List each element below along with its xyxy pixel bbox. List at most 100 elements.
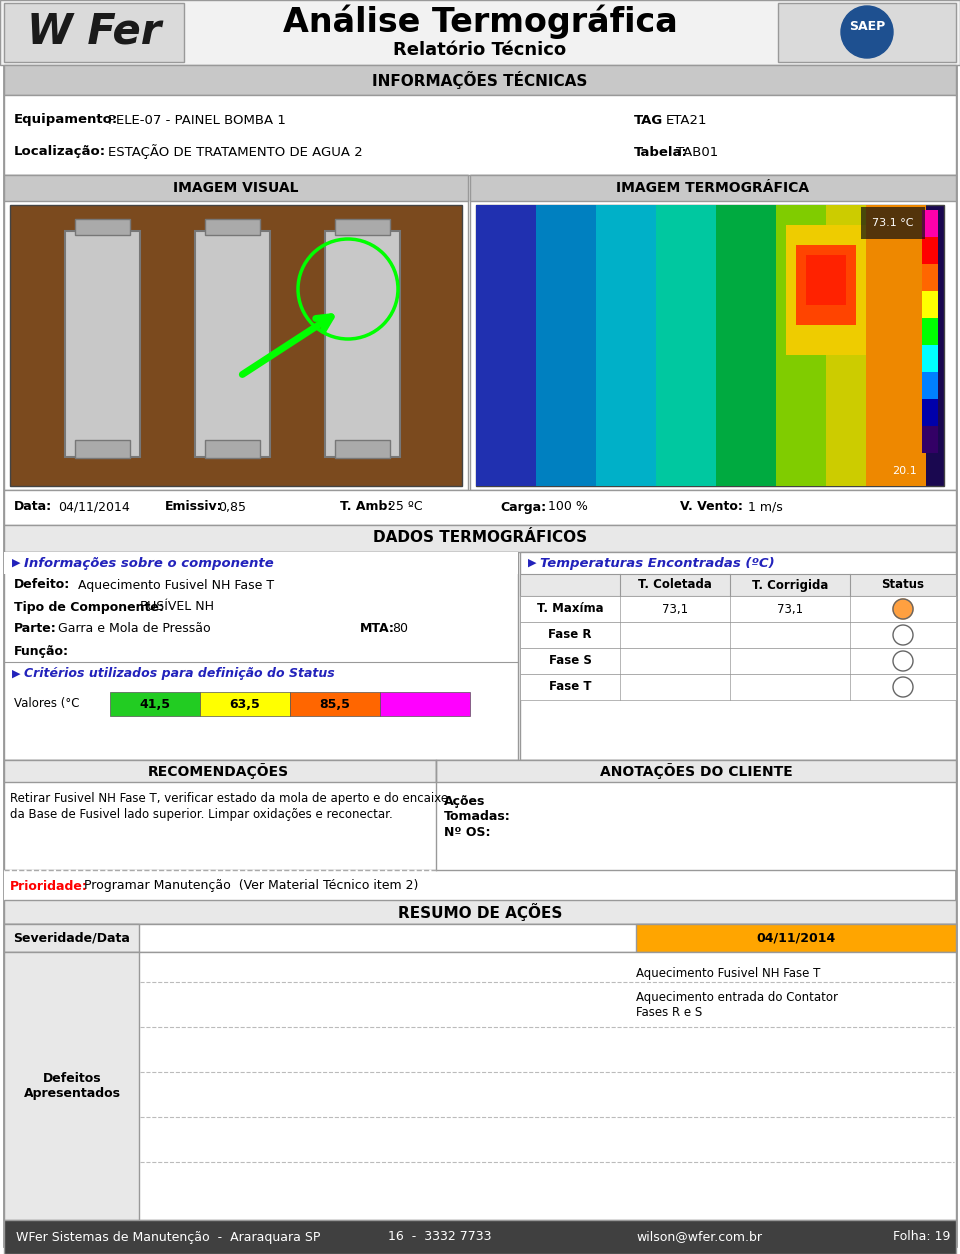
Bar	[520, 596, 956, 622]
Bar	[290, 692, 380, 716]
Text: Equipamento:: Equipamento:	[14, 114, 118, 127]
Bar	[796, 245, 856, 325]
Text: Aquecimento Fusivel NH Fase T: Aquecimento Fusivel NH Fase T	[78, 578, 275, 592]
Bar	[656, 204, 716, 487]
Text: Data:: Data:	[14, 500, 52, 513]
Bar	[65, 231, 140, 456]
Text: TAG: TAG	[634, 114, 663, 127]
Text: 63,5: 63,5	[229, 697, 260, 711]
Text: INFORMAÇÕES TÉCNICAS: INFORMAÇÕES TÉCNICAS	[372, 71, 588, 89]
Text: TAB01: TAB01	[676, 145, 718, 158]
Text: Garra e Mola de Pressão: Garra e Mola de Pressão	[58, 622, 210, 636]
Text: IMAGEM VISUAL: IMAGEM VISUAL	[173, 181, 299, 196]
Bar	[922, 265, 938, 291]
Text: Temperaturas Encontradas (ºC): Temperaturas Encontradas (ºC)	[540, 557, 775, 569]
Text: ▶: ▶	[12, 558, 20, 568]
Bar	[922, 399, 938, 426]
Text: Fase S: Fase S	[548, 655, 591, 667]
Bar	[716, 204, 776, 487]
Bar	[922, 345, 938, 372]
Bar	[75, 440, 130, 458]
Bar	[520, 673, 956, 700]
Bar	[436, 760, 956, 782]
Bar	[596, 204, 656, 487]
Text: Valores (°C: Valores (°C	[14, 697, 80, 711]
Bar	[0, 0, 960, 65]
Text: 73,1: 73,1	[662, 602, 688, 616]
Text: Localização:: Localização:	[14, 145, 107, 158]
Bar	[380, 692, 470, 716]
Bar	[776, 204, 836, 487]
Bar	[10, 204, 462, 487]
Text: Relatório Técnico: Relatório Técnico	[394, 41, 566, 59]
Text: SAEP: SAEP	[849, 20, 885, 33]
Text: ETA21: ETA21	[666, 114, 708, 127]
Bar	[4, 525, 956, 552]
Text: Ações
Tomadas:: Ações Tomadas:	[444, 795, 511, 823]
Text: ANOTAÇÕES DO CLIENTE: ANOTAÇÕES DO CLIENTE	[600, 762, 792, 779]
Text: 04/11/2014: 04/11/2014	[756, 932, 835, 944]
Text: Nº OS:: Nº OS:	[444, 826, 491, 839]
Text: 100 %: 100 %	[548, 500, 588, 513]
Bar	[4, 95, 956, 176]
Bar	[4, 176, 468, 490]
Bar	[4, 924, 956, 952]
Bar	[4, 65, 956, 95]
Bar	[636, 924, 956, 952]
Text: Aquecimento Fusivel NH Fase T: Aquecimento Fusivel NH Fase T	[636, 968, 821, 981]
Bar	[205, 440, 260, 458]
Text: wilson@wfer.com.br: wilson@wfer.com.br	[636, 1230, 762, 1244]
Bar	[922, 291, 938, 319]
Bar	[4, 176, 468, 201]
Text: Fase R: Fase R	[548, 628, 591, 642]
Text: PELE-07 - PAINEL BOMBA 1: PELE-07 - PAINEL BOMBA 1	[108, 114, 286, 127]
Bar	[476, 204, 944, 487]
Text: 25 ºC: 25 ºC	[388, 500, 422, 513]
Text: Tabela:: Tabela:	[634, 145, 688, 158]
Text: 85,5: 85,5	[320, 697, 350, 711]
Text: W Fer: W Fer	[27, 11, 161, 53]
Text: 80: 80	[392, 622, 408, 636]
Bar	[520, 648, 956, 673]
Text: Parte:: Parte:	[14, 622, 57, 636]
Bar	[826, 204, 886, 487]
Bar	[922, 319, 938, 345]
Bar	[476, 204, 536, 487]
Bar	[922, 426, 938, 453]
Bar	[4, 552, 518, 574]
Text: Severidade/Data: Severidade/Data	[13, 932, 131, 944]
Text: Retirar Fusivel NH Fase T, verificar estado da mola de aperto e do encaixe: Retirar Fusivel NH Fase T, verificar est…	[10, 793, 448, 805]
Bar	[806, 255, 846, 305]
Bar	[4, 490, 956, 525]
Circle shape	[893, 677, 913, 697]
Text: Programar Manutenção  (Ver Material Técnico item 2): Programar Manutenção (Ver Material Técni…	[84, 879, 419, 893]
Text: FUSÍVEL NH: FUSÍVEL NH	[140, 601, 214, 613]
Bar	[922, 372, 938, 399]
Bar	[75, 219, 130, 234]
Bar	[4, 760, 956, 870]
Text: 73.1 °C: 73.1 °C	[872, 218, 914, 228]
Text: 20.1: 20.1	[892, 466, 917, 477]
Bar	[4, 1220, 956, 1254]
Text: Tipo de Componente:: Tipo de Componente:	[14, 601, 164, 613]
Circle shape	[893, 651, 913, 671]
Circle shape	[893, 624, 913, 645]
Text: DADOS TERMOGRÁFICOS: DADOS TERMOGRÁFICOS	[372, 530, 588, 545]
Text: ESTAÇÃO DE TRATAMENTO DE AGUA 2: ESTAÇÃO DE TRATAMENTO DE AGUA 2	[108, 144, 363, 159]
Circle shape	[893, 599, 913, 619]
Bar	[470, 176, 956, 201]
Text: Informações sobre o componente: Informações sobre o componente	[24, 557, 274, 569]
Text: Carga:: Carga:	[500, 500, 546, 513]
Text: Função:: Função:	[14, 645, 69, 657]
Bar	[195, 231, 270, 456]
Text: RECOMENDAÇÕES: RECOMENDAÇÕES	[148, 762, 289, 779]
Bar	[520, 552, 956, 760]
Text: Prioridade:: Prioridade:	[10, 879, 88, 893]
Bar	[4, 952, 956, 1220]
Text: WFer Sistemas de Manutenção  -  Araraquara SP: WFer Sistemas de Manutenção - Araraquara…	[16, 1230, 321, 1244]
Bar	[520, 622, 956, 648]
Bar	[335, 440, 390, 458]
Bar	[4, 3, 184, 61]
Bar	[786, 224, 866, 355]
Text: T. Coletada: T. Coletada	[638, 578, 712, 592]
